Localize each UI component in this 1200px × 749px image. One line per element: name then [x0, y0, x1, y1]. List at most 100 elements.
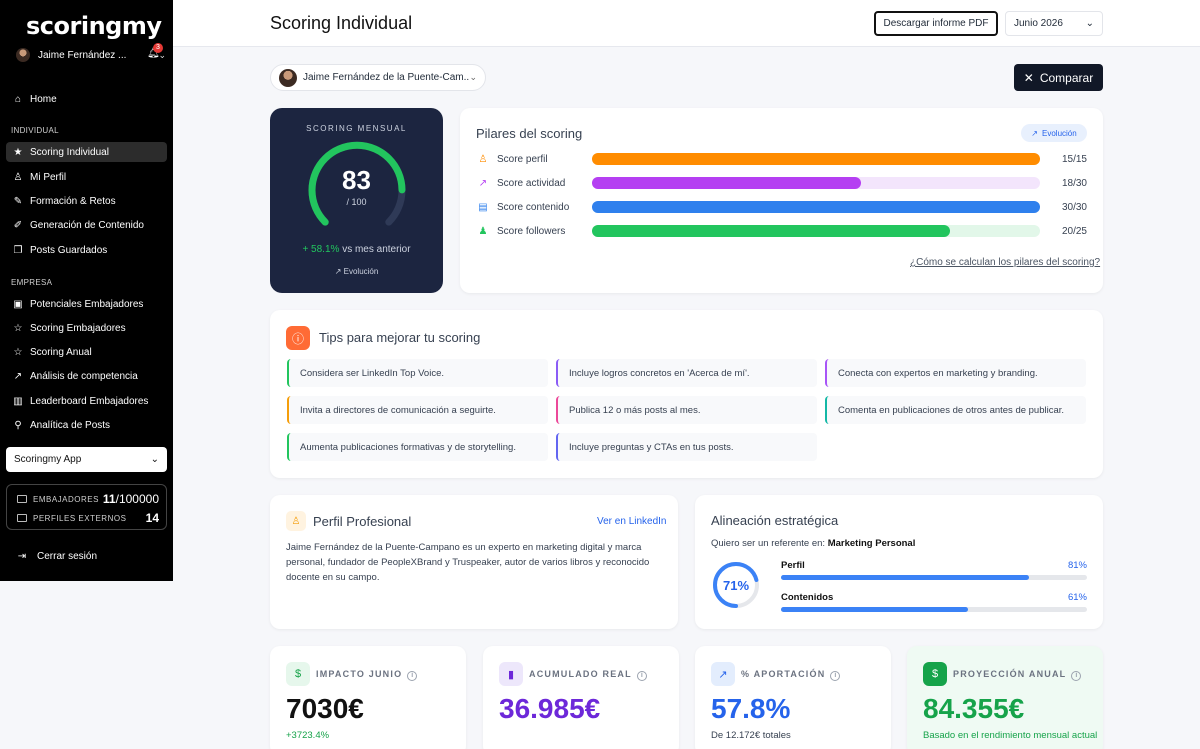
monthly-score-card: SCORING MENSUAL 83 / 100 + 58.1% vs mes …	[270, 108, 443, 293]
sidebar-item-label: Scoring Embajadores	[30, 322, 126, 334]
chevron-down-icon: ⌄	[469, 72, 477, 82]
app-select[interactable]: Scoringmy App ⌄	[6, 447, 167, 472]
followers-icon: ♟	[478, 225, 488, 237]
home-icon: ⌂	[14, 93, 22, 105]
logout-button[interactable]: ⇥ Cerrar sesión	[16, 551, 97, 562]
stat-footnote: +3723.4%	[286, 730, 330, 741]
sidebar-item-label: Home	[30, 93, 57, 105]
sidebar-item-leaderboard[interactable]: ▥ Leaderboard Embajadores	[6, 391, 167, 411]
score-evolution-link[interactable]: ↗ Evolución	[270, 267, 443, 276]
pillars-evolution-button[interactable]: ↗ Evolución	[1021, 124, 1087, 142]
sidebar-item-label: Leaderboard Embajadores	[30, 395, 149, 407]
info-icon[interactable]: i	[636, 671, 647, 681]
score-delta: + 58.1% vs mes anterior	[270, 244, 443, 255]
user-menu[interactable]: Jaime Fernández ... ⌄	[16, 46, 166, 64]
download-pdf-button[interactable]: Descargar informe PDF	[874, 11, 998, 36]
pillars-help-link[interactable]: ¿Cómo se calculan los pilares del scorin…	[910, 257, 1101, 268]
sidebar-item-scoring-anual[interactable]: ☆ Scoring Anual	[6, 342, 167, 362]
trend-icon: ↗	[1031, 128, 1038, 138]
stat-icon: $	[286, 662, 310, 686]
stat-label-text: % APORTACIÓN	[741, 669, 826, 679]
person-select-value: Jaime Fernández de la Puente-Cam...	[303, 72, 470, 83]
stat-label: IMPACTO JUNIO i	[316, 669, 418, 681]
count-max: /100000	[115, 492, 159, 506]
star-outline-icon: ☆	[13, 346, 23, 358]
sidebar-item-home[interactable]: ⌂ Home	[6, 89, 167, 109]
notification-badge: 3	[153, 43, 163, 53]
user-icon: ♙	[286, 511, 306, 531]
tip-item: Comenta en publicaciones de otros antes …	[825, 396, 1086, 424]
score-label: SCORING MENSUAL	[306, 124, 407, 133]
info-icon[interactable]: i	[407, 671, 418, 681]
score-value: 83	[342, 165, 371, 195]
sidebar-item-label: Análisis de competencia	[30, 370, 138, 382]
month-select-value: Junio 2026	[1014, 18, 1063, 29]
tip-item: Conecta con expertos en marketing y bran…	[825, 359, 1086, 387]
stat-value: 7030€	[286, 693, 364, 724]
compare-icon: ✕	[1023, 70, 1034, 85]
month-select[interactable]: Junio 2026 ⌄	[1005, 11, 1103, 36]
tip-item: Incluye preguntas y CTAs en tus posts.	[556, 433, 817, 461]
evolution-label: Evolución	[343, 267, 379, 276]
sidebar-item-label: Analítica de Posts	[30, 419, 111, 431]
alignment-gauge	[713, 562, 759, 608]
stat-card: $ PROYECCIÓN ANUAL i 84.355€ Basado en el re…	[907, 646, 1103, 749]
person-select[interactable]: Jaime Fernández de la Puente-Cam... ⌄	[270, 64, 486, 91]
alignment-row-label: Perfil	[781, 560, 805, 571]
tip-item: Considera ser LinkedIn Top Voice.	[287, 359, 548, 387]
evolution-label: Evolución	[1042, 128, 1077, 138]
sidebar-item-generacion-contenido[interactable]: ✐ Generación de Contenido	[6, 215, 167, 235]
stat-card: ↗ % APORTACIÓN i 57.8% De 12.172€ totales	[695, 646, 891, 749]
chevron-down-icon: ⌄	[150, 454, 159, 465]
sidebar-item-formacion[interactable]: ✎ Formación & Retos	[6, 191, 167, 211]
section-label-empresa: EMPRESA	[11, 278, 53, 287]
info-icon[interactable]: i	[830, 671, 841, 681]
sidebar-item-posts-guardados[interactable]: ❐ Posts Guardados	[6, 240, 167, 260]
sidebar-item-potenciales[interactable]: ▣ Potenciales Embajadores	[6, 294, 167, 314]
content-icon: ▤	[478, 201, 488, 213]
section-label-individual: INDIVIDUAL	[11, 126, 59, 135]
stat-card: $ IMPACTO JUNIO i 7030€ +3723.4%	[270, 646, 466, 749]
user-name: Jaime Fernández ...	[38, 49, 127, 61]
top-header: Scoring Individual Descargar informe PDF…	[173, 0, 1200, 47]
chevron-down-icon: ⌄	[158, 49, 166, 60]
pillar-value: 15/15	[1061, 153, 1087, 165]
pillar-row: ↗ Score actividad 18/30	[477, 176, 1087, 190]
alignment-row: Perfil 81%	[781, 560, 1087, 580]
bell-icon[interactable]: 🔔︎	[147, 48, 160, 59]
sidebar-item-mi-perfil[interactable]: ♙ Mi Perfil	[6, 167, 167, 187]
stat-value: 57.8%	[711, 693, 791, 724]
sidebar-item-label: Scoring Anual	[30, 346, 92, 358]
gauge-fill	[308, 141, 406, 226]
strategic-alignment-card: Alineación estratégica Quiero ser un ref…	[695, 495, 1103, 629]
app-select-value: Scoringmy App	[14, 454, 82, 465]
pen-icon: ✐	[13, 219, 23, 231]
alignment-prefix: Quiero ser un referente en:	[711, 538, 826, 549]
compare-button[interactable]: ✕ Comparar	[1014, 64, 1103, 91]
star-outline-icon: ☆	[13, 322, 23, 334]
compare-label: Comparar	[1039, 70, 1094, 85]
alignment-percent: 71%	[722, 578, 750, 593]
sidebar-item-analitica-posts[interactable]: ⚲ Analítica de Posts	[6, 415, 167, 435]
sidebar-item-label: Mi Perfil	[30, 171, 67, 183]
info-icon[interactable]: i	[1071, 671, 1082, 681]
pillar-label: Score actividad	[497, 177, 566, 189]
pillar-fill	[592, 153, 1040, 165]
sidebar-item-label: Potenciales Embajadores	[30, 298, 144, 310]
linkedin-link[interactable]: Ver en LinkedIn	[597, 516, 667, 527]
lightbulb-icon: ⓘ	[286, 326, 310, 350]
sidebar-item-scoring-individual[interactable]: ★ Scoring Individual	[6, 142, 167, 162]
sidebar-item-analisis-competencia[interactable]: ↗ Análisis de competencia	[6, 366, 167, 386]
user-edit-icon: ♙	[13, 171, 23, 183]
sidebar-item-scoring-embajadores[interactable]: ☆ Scoring Embajadores	[6, 318, 167, 338]
star-icon: ★	[13, 146, 23, 158]
avatar	[279, 68, 297, 87]
app-logo[interactable]: scoringmy	[26, 12, 162, 40]
graduation-icon: ✎	[13, 195, 23, 207]
stat-card: ▮ ACUMULADO REAL i 36.985€	[483, 646, 679, 749]
pin-icon: ⚲	[14, 419, 22, 431]
alignment-title: Alineación estratégica	[711, 513, 839, 528]
logout-icon: ⇥	[17, 551, 27, 562]
chevron-down-icon: ⌄	[1085, 18, 1094, 29]
alignment-row-track	[781, 607, 1087, 612]
